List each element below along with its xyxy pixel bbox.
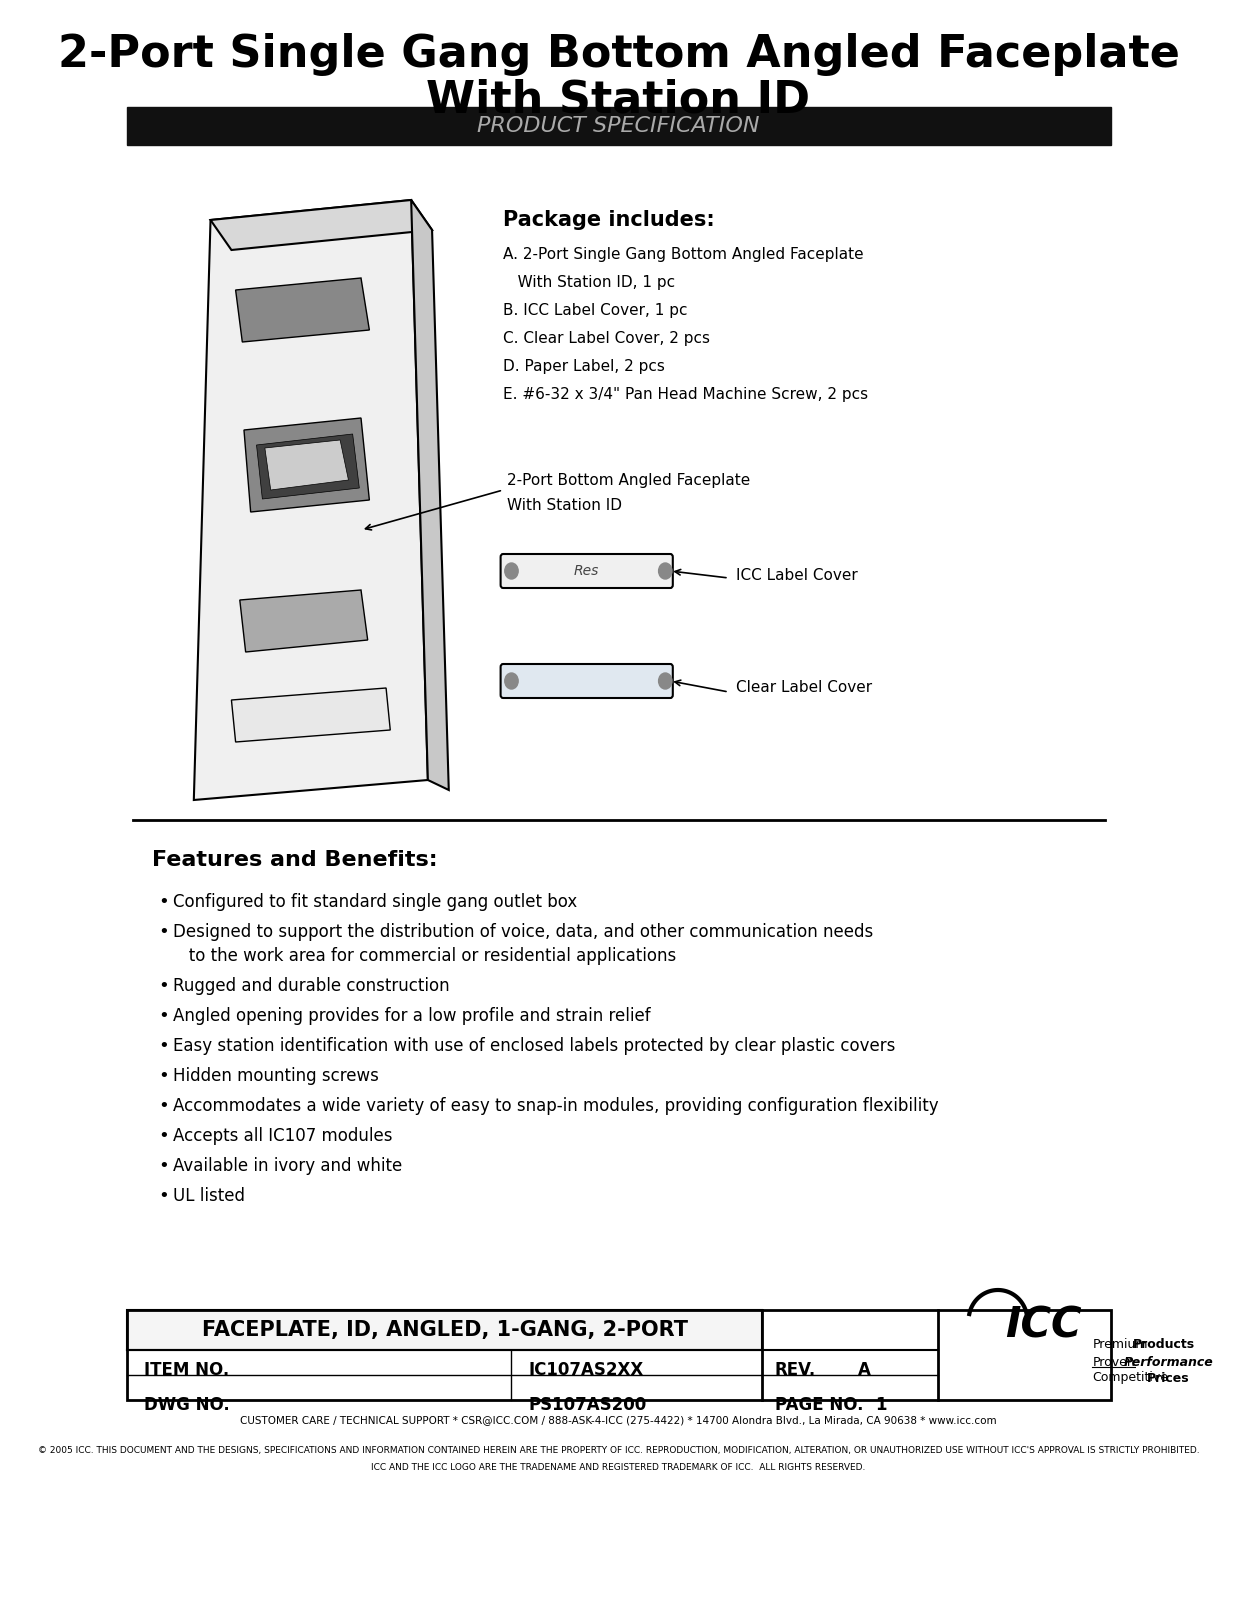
Text: Package includes:: Package includes: [503, 210, 715, 230]
Text: Premium: Premium [1092, 1339, 1148, 1352]
Text: Res: Res [574, 565, 600, 578]
Text: ICC AND THE ICC LOGO ARE THE TRADENAME AND REGISTERED TRADEMARK OF ICC.  ALL RIG: ICC AND THE ICC LOGO ARE THE TRADENAME A… [371, 1464, 866, 1472]
Text: Rugged and durable construction: Rugged and durable construction [173, 978, 449, 995]
Text: 2-Port Bottom Angled Faceplate: 2-Port Bottom Angled Faceplate [507, 472, 751, 488]
Text: •: • [158, 1006, 168, 1026]
Polygon shape [411, 200, 449, 790]
Polygon shape [194, 200, 428, 800]
Text: 1: 1 [875, 1395, 887, 1414]
Text: Products: Products [1133, 1339, 1195, 1352]
Text: DWG NO.: DWG NO. [143, 1395, 229, 1414]
Bar [127, 1310, 1111, 1400]
Text: Hidden mounting screws: Hidden mounting screws [173, 1067, 379, 1085]
Text: A: A [858, 1362, 871, 1379]
Text: Angled opening provides for a low profile and strain relief: Angled opening provides for a low profil… [173, 1006, 651, 1026]
Text: REV.: REV. [774, 1362, 816, 1379]
Polygon shape [265, 440, 349, 490]
Text: ICC Label Cover: ICC Label Cover [736, 568, 857, 582]
Text: E. #6-32 x 3/4" Pan Head Machine Screw, 2 pcs: E. #6-32 x 3/4" Pan Head Machine Screw, … [503, 387, 868, 403]
Polygon shape [240, 590, 367, 653]
Text: •: • [158, 1037, 168, 1054]
Circle shape [505, 674, 518, 690]
Text: Available in ivory and white: Available in ivory and white [173, 1157, 402, 1174]
Text: ITEM NO.: ITEM NO. [143, 1362, 229, 1379]
Text: •: • [158, 1187, 168, 1205]
Polygon shape [210, 200, 432, 250]
Text: •: • [158, 1098, 168, 1115]
Text: C. Clear Label Cover, 2 pcs: C. Clear Label Cover, 2 pcs [503, 331, 710, 347]
FancyBboxPatch shape [501, 554, 673, 587]
Circle shape [658, 674, 672, 690]
Text: Easy station identification with use of enclosed labels protected by clear plast: Easy station identification with use of … [173, 1037, 896, 1054]
Text: Configured to fit standard single gang outlet box: Configured to fit standard single gang o… [173, 893, 578, 910]
Text: Accommodates a wide variety of easy to snap-in modules, providing configuration : Accommodates a wide variety of easy to s… [173, 1098, 939, 1115]
Text: Features and Benefits:: Features and Benefits: [152, 850, 438, 870]
Circle shape [658, 563, 672, 579]
Text: Prices: Prices [1147, 1371, 1190, 1384]
Polygon shape [256, 434, 359, 499]
Text: A. 2-Port Single Gang Bottom Angled Faceplate: A. 2-Port Single Gang Bottom Angled Face… [503, 248, 863, 262]
Text: •: • [158, 1067, 168, 1085]
Polygon shape [235, 278, 370, 342]
Text: 2-Port Single Gang Bottom Angled Faceplate: 2-Port Single Gang Bottom Angled Facepla… [58, 34, 1179, 77]
Text: © 2005 ICC. THIS DOCUMENT AND THE DESIGNS, SPECIFICATIONS AND INFORMATION CONTAI: © 2005 ICC. THIS DOCUMENT AND THE DESIGN… [37, 1445, 1200, 1454]
Text: With Station ID: With Station ID [507, 498, 622, 512]
Text: PRODUCT SPECIFICATION: PRODUCT SPECIFICATION [477, 117, 760, 136]
Text: Performance: Performance [1124, 1355, 1213, 1368]
Text: FACEPLATE, ID, ANGLED, 1-GANG, 2-PORT: FACEPLATE, ID, ANGLED, 1-GANG, 2-PORT [202, 1320, 688, 1341]
Text: ICC: ICC [1004, 1304, 1081, 1346]
Text: UL listed: UL listed [173, 1187, 245, 1205]
Text: PAGE NO.: PAGE NO. [774, 1395, 863, 1414]
Text: PS107AS200: PS107AS200 [528, 1395, 647, 1414]
Bar [127, 107, 1111, 146]
Text: •: • [158, 1126, 168, 1146]
Circle shape [505, 563, 518, 579]
Text: Competitive: Competitive [1092, 1371, 1169, 1384]
Text: Accepts all IC107 modules: Accepts all IC107 modules [173, 1126, 392, 1146]
Text: •: • [158, 923, 168, 941]
Text: •: • [158, 1157, 168, 1174]
Text: D. Paper Label, 2 pcs: D. Paper Label, 2 pcs [503, 360, 666, 374]
Polygon shape [231, 688, 390, 742]
Text: Clear Label Cover: Clear Label Cover [736, 680, 872, 696]
Text: Designed to support the distribution of voice, data, and other communication nee: Designed to support the distribution of … [173, 923, 873, 941]
Text: •: • [158, 893, 168, 910]
Text: IC107AS2XX: IC107AS2XX [528, 1362, 643, 1379]
Text: B. ICC Label Cover, 1 pc: B. ICC Label Cover, 1 pc [503, 304, 688, 318]
Text: With Station ID, 1 pc: With Station ID, 1 pc [503, 275, 675, 291]
FancyBboxPatch shape [501, 664, 673, 698]
Text: to the work area for commercial or residential applications: to the work area for commercial or resid… [173, 947, 677, 965]
Text: •: • [158, 978, 168, 995]
Text: CUSTOMER CARE / TECHNICAL SUPPORT * CSR@ICC.COM / 888-ASK-4-ICC (275-4422) * 147: CUSTOMER CARE / TECHNICAL SUPPORT * CSR@… [240, 1414, 997, 1426]
Text: Proven: Proven [1092, 1355, 1136, 1368]
Text: With Station ID: With Station ID [427, 78, 810, 122]
Bar [127, 1310, 762, 1350]
Polygon shape [244, 418, 370, 512]
